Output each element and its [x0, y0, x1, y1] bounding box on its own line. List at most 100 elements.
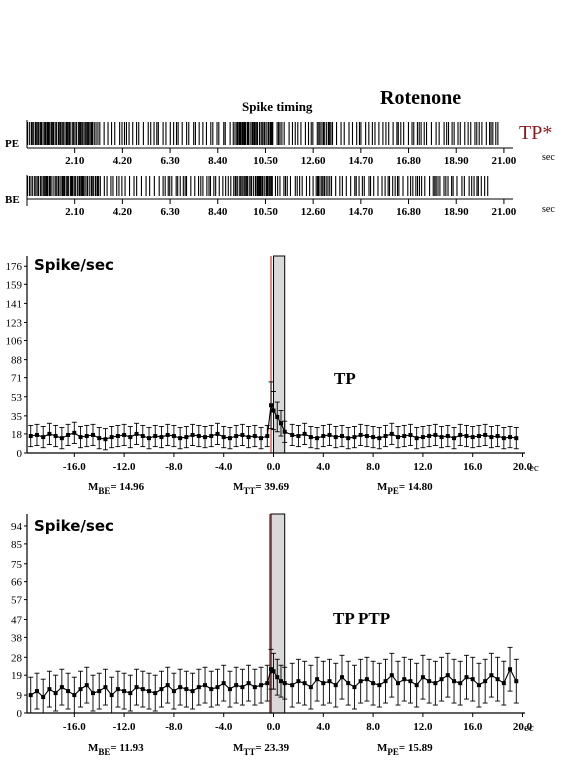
tp-ptp-rate-histogram: Spike/sec TP PTP ec MBE= 11.93 MTT= 23.3… [11, 513, 534, 757]
y-tick-label: 159 [6, 279, 23, 291]
be-row-label: BE [5, 194, 20, 206]
data-point [153, 691, 158, 696]
data-point [66, 432, 71, 437]
data-point [352, 435, 357, 440]
data-point [227, 436, 232, 441]
data-point [134, 685, 139, 690]
data-point [290, 432, 295, 437]
data-point [53, 691, 58, 696]
data-point [265, 681, 270, 686]
data-point [501, 681, 506, 686]
data-point [178, 685, 183, 690]
data-point [483, 432, 488, 437]
data-point [445, 434, 450, 439]
y-tick-label: 57 [11, 595, 23, 607]
data-point [103, 437, 108, 442]
data-point [514, 679, 519, 684]
data-point [72, 693, 77, 698]
data-point [246, 681, 251, 686]
y-tick-label: 88 [11, 355, 23, 367]
raster-tick-label: 2.10 [65, 155, 85, 167]
data-point [315, 436, 320, 441]
data-point [269, 667, 274, 672]
y-tick-label: 75 [11, 559, 23, 571]
raster-tick-label: 10.50 [253, 206, 278, 218]
chart2-xunit: ec [524, 722, 534, 734]
data-point [282, 429, 287, 434]
data-point [408, 679, 413, 684]
chart1-ylabel: Spike/sec [34, 256, 114, 274]
data-point [109, 693, 114, 698]
data-point [470, 677, 475, 682]
data-point [333, 435, 338, 440]
data-point [134, 431, 139, 436]
data-point [383, 434, 388, 439]
raster-tick-label: 18.90 [444, 206, 469, 218]
data-point [315, 677, 320, 682]
pe-unit-label: sec [542, 152, 555, 163]
data-point [483, 679, 488, 684]
data-point [252, 685, 257, 690]
data-point [147, 436, 152, 441]
data-point [184, 687, 189, 692]
data-point [427, 679, 432, 684]
data-point [115, 687, 120, 692]
data-point [508, 667, 513, 672]
data-point [383, 679, 388, 684]
raster-tick-label: 14.70 [348, 155, 373, 167]
data-point [433, 681, 438, 686]
spike-timing-label: Spike timing [242, 99, 313, 114]
data-point [396, 435, 401, 440]
y-tick-label: 19 [11, 670, 23, 682]
x-tick-label: -16.0 [63, 721, 86, 733]
data-point [489, 673, 494, 678]
be-unit-label: sec [542, 204, 555, 215]
data-point [140, 434, 145, 439]
raster-tick-label: 2.10 [65, 206, 85, 218]
data-point [346, 436, 351, 441]
raster-tick-label: 14.70 [348, 206, 373, 218]
data-point [203, 435, 208, 440]
raster-tick-label: 6.30 [160, 206, 180, 218]
y-tick-label: 28 [11, 652, 23, 664]
data-point [296, 434, 301, 439]
chart2-m-tt-value: = 23.39 [255, 742, 289, 754]
data-point [41, 695, 46, 700]
chart2-m-pe: MPE= 15.89 [377, 742, 433, 757]
data-point [227, 687, 232, 692]
chart1-m-tt-value: = 39.69 [255, 481, 289, 493]
raster-tick-label: 10.50 [253, 155, 278, 167]
x-tick-label: 4.0 [316, 461, 330, 473]
data-point [28, 434, 33, 439]
data-point [476, 434, 481, 439]
x-tick-label: -8.0 [165, 721, 183, 733]
data-point [234, 683, 239, 688]
y-tick-label: 106 [6, 336, 23, 348]
y-tick-label: 66 [11, 577, 23, 589]
y-tick-label: 0 [17, 708, 23, 720]
data-point [159, 435, 164, 440]
data-point [41, 435, 46, 440]
raster-tick-label: 8.40 [208, 206, 228, 218]
data-point [122, 689, 127, 694]
data-point [221, 435, 226, 440]
data-point [178, 436, 183, 441]
raster-tick-label: 21.00 [492, 155, 517, 167]
chart2-m-be-value: = 11.93 [110, 742, 144, 754]
raster-tick-label: 6.30 [160, 155, 180, 167]
data-point [427, 434, 432, 439]
data-point [420, 675, 425, 680]
x-tick-label: 8.0 [366, 721, 380, 733]
y-tick-label: 9 [17, 690, 23, 702]
data-point [470, 435, 475, 440]
y-tick-label: 53 [11, 392, 23, 404]
chart1-m-pe: MPE= 14.80 [377, 481, 433, 496]
data-point [371, 435, 376, 440]
data-point [371, 681, 376, 686]
y-tick-label: 0 [17, 448, 23, 460]
x-tick-label: -12.0 [113, 721, 136, 733]
data-point [203, 683, 208, 688]
y-tick-label: 38 [11, 632, 23, 644]
y-tick-label: 141 [6, 298, 23, 310]
